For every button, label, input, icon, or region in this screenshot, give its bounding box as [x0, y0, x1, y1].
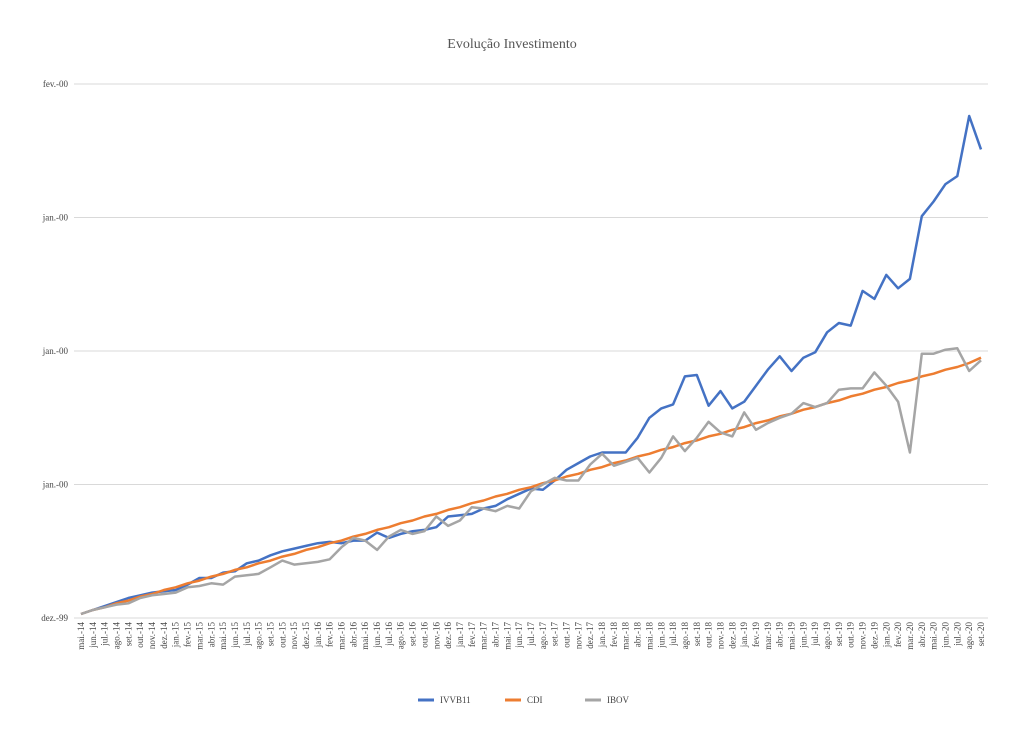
x-tick-label: nov.-18	[715, 622, 725, 650]
x-tick-label: set.-15	[265, 622, 275, 647]
x-tick-label: abr.-18	[633, 622, 643, 648]
x-tick-label: abr.-16	[348, 622, 358, 648]
x-tick-label: jun.-18	[656, 622, 666, 649]
x-tick-label: jan.-19	[739, 622, 749, 649]
x-tick-label: abr.-17	[490, 622, 500, 648]
x-tick-label: mai.-18	[644, 622, 654, 650]
x-tick-label: mar.-19	[763, 622, 773, 650]
y-tick-label: jan.-00	[42, 480, 69, 490]
x-tick-label: nov.-16	[431, 622, 441, 650]
x-tick-label: set.-17	[550, 622, 560, 647]
x-tick-label: jun.-15	[230, 622, 240, 649]
x-tick-label: fev.-15	[183, 622, 193, 648]
x-tick-label: ago.-19	[822, 622, 832, 650]
x-tick-label: jan.-17	[455, 622, 465, 649]
x-tick-label: mar.-18	[621, 622, 631, 650]
series-line	[80, 347, 982, 616]
x-tick-label: fev.-17	[467, 622, 477, 648]
x-tick-label: jul.-16	[384, 622, 394, 647]
series-line	[80, 114, 983, 616]
x-tick-label: ago.-15	[254, 622, 264, 650]
y-tick-label: fev.-00	[43, 79, 69, 89]
x-tick-label: abr.-15	[206, 622, 216, 648]
x-tick-label: mar.-15	[194, 622, 204, 650]
chart-title: Evolução Investimento	[447, 37, 576, 52]
x-tick-label: set.-19	[834, 622, 844, 647]
x-tick-label: fev.-18	[609, 622, 619, 648]
x-tick-label: mar.-20	[905, 622, 915, 650]
x-tick-label: out.-14	[135, 622, 145, 648]
x-tick-label: mai.-19	[787, 622, 797, 650]
y-tick-label: dez.-99	[41, 613, 68, 623]
x-tick-label: dez.-17	[585, 622, 595, 649]
x-tick-label: mai.-15	[218, 622, 228, 650]
x-tick-label: mai.-16	[360, 622, 370, 650]
x-tick-label: jul.-15	[242, 622, 252, 647]
x-tick-label: dez.-18	[727, 622, 737, 649]
x-tick-label: jun.-19	[798, 622, 808, 649]
x-tick-label: ago.-14	[112, 622, 122, 650]
x-tick-label: nov.-17	[573, 622, 583, 650]
x-tick-label: out.-19	[846, 622, 856, 648]
x-tick-label: set.-20	[976, 622, 986, 647]
x-tick-label: out.-17	[562, 622, 572, 648]
x-tick-label: mar.-16	[337, 622, 347, 650]
x-tick-label: mar.-17	[479, 622, 489, 650]
series-line	[80, 356, 982, 616]
x-tick-label: out.-15	[277, 622, 287, 648]
x-tick-label: jan.-15	[171, 622, 181, 649]
x-tick-label: abr.-19	[775, 622, 785, 648]
x-tick-label: nov.-14	[147, 622, 157, 650]
x-tick-label: dez.-16	[443, 622, 453, 649]
x-tick-label: set.-16	[408, 622, 418, 647]
x-tick-label: jan.-18	[597, 622, 607, 649]
x-tick-label: fev.-16	[325, 622, 335, 648]
x-tick-label: nov.-19	[858, 622, 868, 650]
x-tick-label: mai.-17	[502, 622, 512, 650]
legend-label: IVVB11	[440, 695, 471, 705]
x-tick-label: jul.-14	[100, 622, 110, 647]
x-tick-label: jun.-14	[88, 622, 98, 649]
x-tick-label: out.-18	[704, 622, 714, 648]
x-tick-label: mai.-14	[76, 622, 86, 650]
x-tick-label: abr.-20	[917, 622, 927, 648]
x-tick-label: dez.-19	[869, 622, 879, 649]
x-tick-label: dez.-15	[301, 622, 311, 649]
x-tick-label: jun.-17	[514, 622, 524, 649]
x-tick-label: set.-14	[123, 622, 133, 647]
x-tick-label: dez.-14	[159, 622, 169, 649]
x-tick-label: out.-16	[419, 622, 429, 648]
y-tick-label: jan.-00	[42, 346, 69, 356]
y-tick-label: jan.-00	[42, 213, 69, 223]
x-tick-label: jul.-20	[952, 622, 962, 647]
x-tick-label: jul.-19	[810, 622, 820, 647]
x-tick-label: nov.-15	[289, 622, 299, 650]
x-tick-label: fev.-19	[751, 622, 761, 648]
legend-label: IBOV	[607, 695, 629, 705]
x-tick-label: fev.-20	[893, 622, 903, 648]
x-tick-label: jun.-16	[372, 622, 382, 649]
x-tick-label: ago.-17	[538, 622, 548, 650]
x-tick-label: ago.-20	[964, 622, 974, 650]
x-tick-label: jan.-20	[881, 622, 891, 649]
x-tick-label: jun.-20	[940, 622, 950, 649]
x-tick-label: ago.-18	[680, 622, 690, 650]
x-tick-label: jul.-18	[668, 622, 678, 647]
x-tick-label: mai.-20	[929, 622, 939, 650]
x-tick-label: ago.-16	[396, 622, 406, 650]
x-tick-label: jul.-17	[526, 622, 536, 647]
legend-label: CDI	[527, 695, 543, 705]
x-tick-label: jan.-16	[313, 622, 323, 649]
x-tick-label: set.-18	[692, 622, 702, 647]
